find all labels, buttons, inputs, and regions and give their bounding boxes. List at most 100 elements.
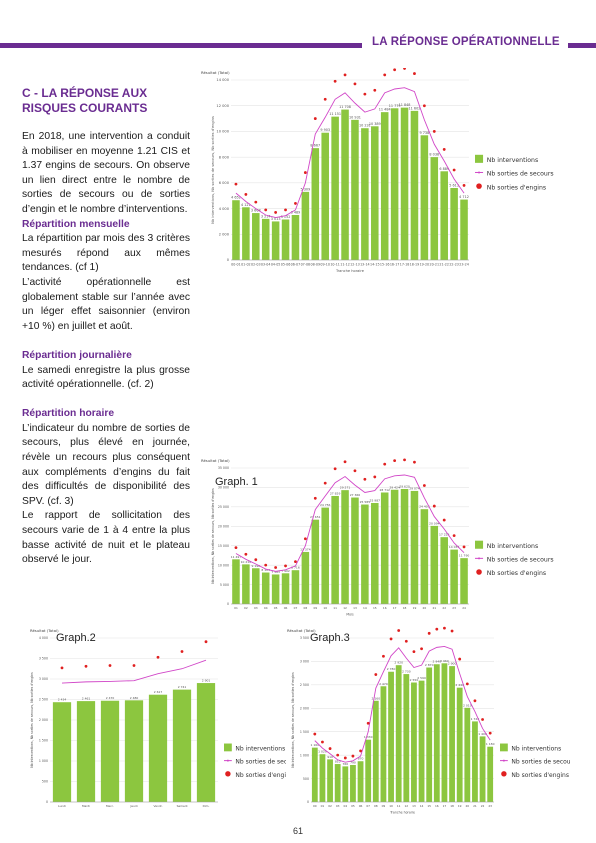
bar bbox=[372, 700, 379, 802]
y-tick-label: 6 000 bbox=[219, 181, 230, 185]
data-label: 11 790 bbox=[459, 554, 470, 558]
x-tick-label: 00-01 bbox=[231, 263, 241, 267]
engins-dot bbox=[442, 518, 446, 522]
bar bbox=[400, 107, 409, 260]
data-label: 9 903 bbox=[320, 128, 330, 132]
x-tick-label: 02 bbox=[244, 606, 248, 610]
bar bbox=[281, 219, 290, 260]
horaire-paragraph-1: L’indicateur du nombre de sorties de sec… bbox=[22, 422, 190, 507]
x-tick-label: 03-04 bbox=[261, 263, 271, 267]
y-tick-label: 35 000 bbox=[218, 466, 229, 470]
engins-dot bbox=[234, 182, 238, 186]
graph-3-label: Graph.3 bbox=[310, 632, 350, 644]
engins-dot bbox=[420, 647, 423, 651]
intro-paragraph: En 2018, une intervention a conduit à mo… bbox=[22, 131, 190, 215]
data-label: 27 829 bbox=[330, 491, 341, 495]
y-tick-label: 500 bbox=[42, 780, 48, 784]
engins-dot bbox=[294, 560, 297, 564]
x-tick-label: 18-19 bbox=[410, 263, 420, 267]
bar bbox=[433, 664, 440, 802]
x-tick-label: 22 bbox=[481, 804, 485, 808]
engins-dot bbox=[412, 650, 416, 653]
engins-dot bbox=[321, 740, 324, 744]
horaire-heading: Répartition horaire bbox=[22, 408, 115, 420]
bar bbox=[460, 558, 468, 604]
y-tick-label: 0 bbox=[227, 602, 229, 606]
engins-dot bbox=[452, 534, 456, 538]
engins-dot bbox=[244, 193, 248, 196]
bar bbox=[440, 171, 448, 260]
x-tick-label: 20 bbox=[423, 606, 427, 610]
series-line-sorties-secours bbox=[61, 659, 207, 684]
data-label: 17 223 bbox=[439, 533, 450, 537]
chart-graph-2: Résultat (Total) 0 500 1 000 1 500 2 000 2 500… bbox=[30, 628, 286, 808]
x-tick-label: 08 bbox=[374, 804, 378, 808]
data-label: 8 667 bbox=[310, 144, 320, 148]
bar bbox=[232, 559, 240, 604]
y-tick-label: 25 000 bbox=[218, 505, 229, 509]
legend-label-secours: Nb sorties de secours bbox=[511, 759, 570, 766]
engins-dot bbox=[443, 626, 446, 630]
bar bbox=[321, 507, 329, 604]
x-tick-label: 15 bbox=[373, 606, 377, 610]
y-tick-label: 30 000 bbox=[218, 486, 229, 490]
x-tick-label: 21 bbox=[432, 606, 436, 610]
bar bbox=[430, 157, 439, 260]
x-tick-label: Jeudi bbox=[129, 804, 137, 808]
legend-swatch-secours-dot bbox=[478, 171, 481, 174]
data-label: 2 470 bbox=[379, 682, 388, 686]
engins-dot bbox=[284, 208, 287, 212]
mensuelle-paragraph-2: L’activité opérationnelle est globalemen… bbox=[22, 276, 190, 332]
engins-dot bbox=[294, 202, 297, 205]
bar bbox=[380, 492, 389, 604]
data-label: 11 848 bbox=[399, 103, 411, 107]
data-label: 13 374 bbox=[300, 547, 311, 551]
bar bbox=[450, 549, 458, 604]
y-axis-label: Nb interventions, Nb sorties de secours,… bbox=[211, 488, 215, 584]
x-tick-label: 07 bbox=[294, 606, 298, 610]
x-tick-label: 17-18 bbox=[400, 263, 410, 267]
data-label: 2 920 bbox=[394, 661, 403, 665]
x-tick-label: 05-06 bbox=[281, 263, 291, 267]
bar bbox=[449, 666, 455, 802]
bar bbox=[361, 504, 369, 604]
data-label: 25 987 bbox=[370, 498, 381, 502]
engins-dot bbox=[156, 655, 160, 659]
data-label: 11 151 bbox=[329, 112, 341, 116]
chart-title: Résultat (Total) bbox=[287, 628, 316, 633]
engins-dot bbox=[382, 654, 385, 658]
data-label: 24 756 bbox=[320, 503, 331, 507]
data-label: 5 309 bbox=[301, 187, 311, 191]
data-label: 2 480 bbox=[130, 696, 139, 700]
legend-label-engins: Nb sorties d'engins bbox=[487, 184, 546, 191]
bar bbox=[341, 490, 349, 604]
x-tick-label: 08-09 bbox=[310, 263, 320, 267]
bar bbox=[371, 126, 379, 261]
x-tick-label: 22 bbox=[442, 606, 446, 610]
data-label: 1 400 bbox=[478, 732, 487, 736]
y-tick-label: 15 000 bbox=[218, 544, 229, 548]
y-tick-label: 2 500 bbox=[39, 698, 48, 702]
y-tick-label: 1 500 bbox=[39, 739, 48, 743]
x-tick-label: 13 bbox=[412, 804, 416, 808]
engins-dot bbox=[383, 462, 387, 466]
engins-dot bbox=[254, 558, 258, 562]
data-label: 810 bbox=[335, 760, 341, 764]
engins-dot bbox=[393, 68, 397, 72]
bar bbox=[342, 766, 349, 802]
data-label: 7 583 bbox=[271, 570, 280, 574]
x-tick-label: 14 bbox=[363, 606, 367, 610]
y-tick-label: 5 000 bbox=[220, 583, 229, 587]
engins-dot bbox=[303, 537, 307, 541]
x-tick-label: 01 bbox=[234, 606, 238, 610]
engins-dot bbox=[452, 168, 456, 172]
data-label: 2 741 bbox=[178, 685, 187, 689]
y-tick-label: 12 000 bbox=[216, 104, 229, 108]
engins-dot bbox=[481, 718, 484, 721]
engins-dot bbox=[328, 747, 332, 750]
engins-dot bbox=[323, 481, 327, 485]
engins-dot bbox=[108, 664, 112, 667]
data-label: 4 712 bbox=[459, 195, 469, 199]
legend-label-engins: Nb sorties d'engins bbox=[487, 570, 546, 577]
graph-2-label: Graph.2 bbox=[56, 632, 96, 644]
